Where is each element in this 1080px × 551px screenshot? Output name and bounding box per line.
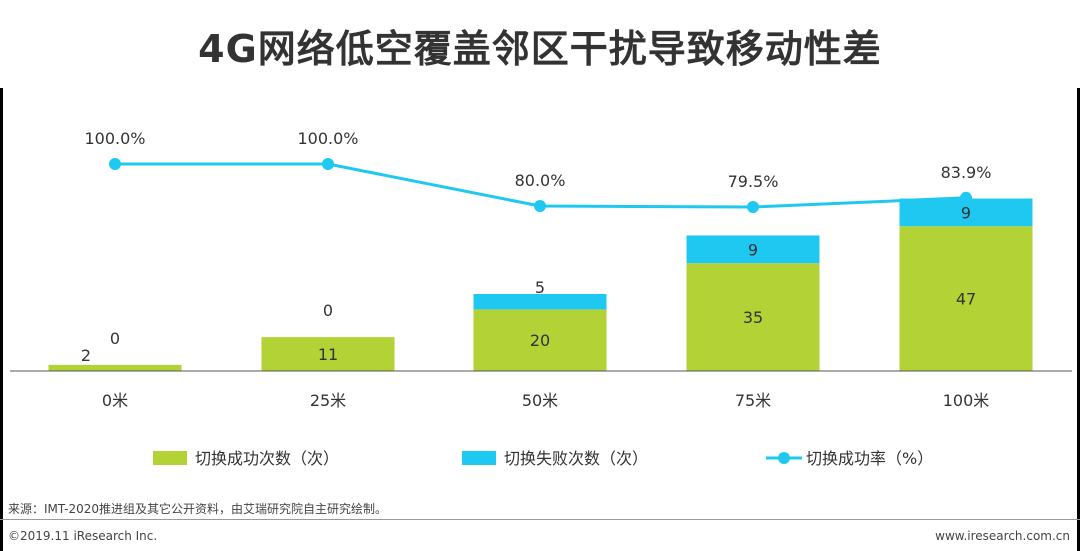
rate-label-2: 80.0% [515,171,566,190]
bar-label-success-3: 35 [743,308,763,327]
rate-point-0 [109,158,121,170]
legend-swatch-success [153,451,187,465]
legend-label-rate: 切换成功率（%） [806,449,933,468]
bar-label-fail-4: 9 [961,203,971,222]
x-tick-label-0: 0米 [102,391,128,410]
rate-label-1: 100.0% [297,129,358,148]
bar-label-fail-1: 0 [323,301,333,320]
bar-label-fail-3: 9 [748,240,758,259]
bar-label-success-4: 47 [956,290,976,309]
source-note: 来源：IMT-2020推进组及其它公开资料，由艾瑞研究院自主研究绘制。 [8,502,387,516]
rate-point-3 [747,201,759,214]
legend-label-success: 切换成功次数（次） [195,449,339,468]
legend-swatch-fail [462,451,496,465]
frame-right-border [1077,88,1080,551]
chart-title: 4G网络低空覆盖邻区干扰导致移动性差 [198,27,882,71]
bar-success-4 [899,226,1033,371]
bar-success-1 [261,337,395,371]
x-tick-label-1: 25米 [310,391,346,410]
rate-point-1 [322,158,334,170]
frame-left-border [0,88,3,551]
footer-divider [0,519,1080,520]
rate-point-4 [960,191,972,204]
x-tick-label-2: 50米 [522,391,558,410]
rate-label-4: 83.9% [941,163,992,182]
bar-fail-3 [686,235,820,264]
bar-label-success-1: 11 [318,345,338,364]
copyright-text: ©2019.11 iResearch Inc. [8,529,158,543]
legend-swatch-rate-dot [778,452,790,464]
website-text: www.iresearch.com.cn [935,529,1070,543]
rate-label-0: 100.0% [84,129,145,148]
bar-success-3 [686,263,820,371]
rate-label-3: 79.5% [728,172,779,191]
legend-label-fail: 切换失败次数（次） [504,449,648,468]
bar-success-2 [473,309,607,371]
x-tick-label-3: 75米 [735,391,771,410]
bar-label-fail-2: 5 [535,278,545,297]
bar-success-0 [48,364,182,371]
x-tick-label-4: 100米 [943,391,990,410]
bar-label-fail-0: 0 [110,329,120,348]
bar-fail-2 [473,294,607,310]
rate-point-2 [534,200,546,212]
bar-label-success-0: 2 [81,346,91,365]
bar-label-success-2: 20 [530,331,550,350]
